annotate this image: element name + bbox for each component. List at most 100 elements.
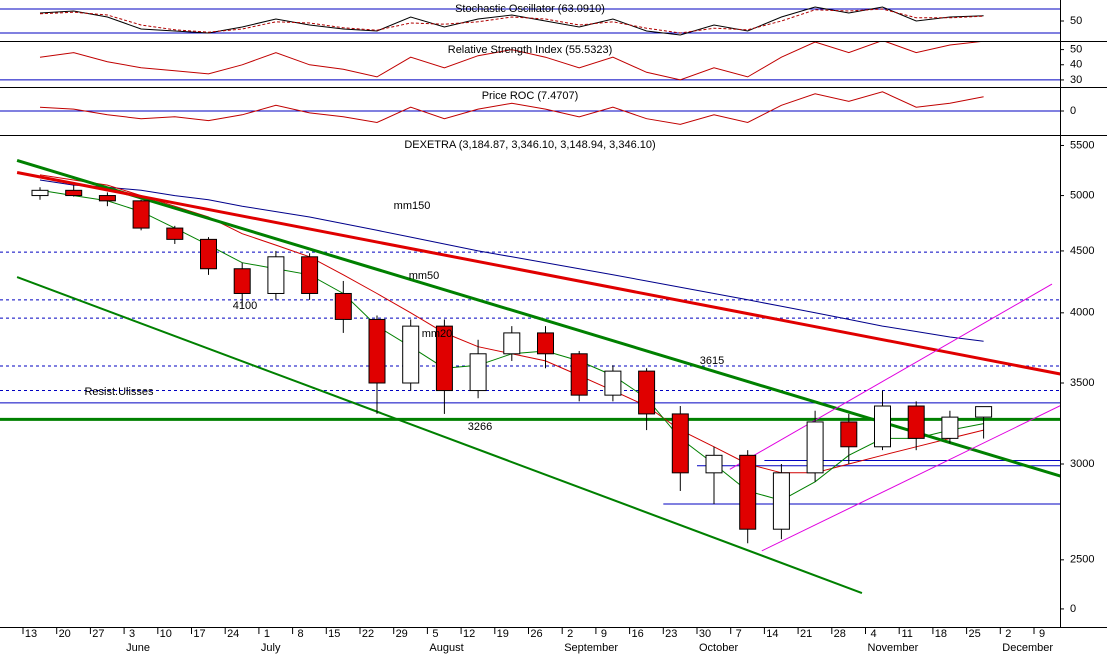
level-label: 3615 — [700, 355, 724, 367]
month-label: July — [261, 642, 281, 654]
x-tick-label: 13 — [25, 628, 37, 640]
candle-body — [435, 325, 453, 392]
x-tick-label: 8 — [298, 628, 304, 640]
trendline — [761, 405, 1060, 552]
x-tick-label: 18 — [935, 628, 947, 640]
x-tick-label: 12 — [463, 628, 475, 640]
candle-body — [874, 405, 891, 448]
trendline — [16, 276, 863, 594]
x-tick-label: 9 — [1039, 628, 1045, 640]
candle-body — [233, 268, 251, 294]
stochastic-panel — [0, 6, 1060, 36]
y-tick-label: 30 — [1070, 74, 1082, 86]
x-tick-label: 4 — [870, 628, 876, 640]
x-tick-label: 19 — [497, 628, 509, 640]
candle-body — [301, 256, 319, 294]
month-label: September — [564, 642, 618, 654]
x-tick-label: 14 — [766, 628, 778, 640]
candle-body — [402, 325, 420, 384]
x-tick-label: 10 — [160, 628, 172, 640]
candle-body — [334, 292, 352, 320]
trendline — [16, 159, 1060, 478]
y-tick-label: 0 — [1070, 105, 1076, 117]
trendline — [16, 171, 1060, 376]
level-label: 4100 — [233, 300, 257, 312]
y-tick-label: 5500 — [1070, 139, 1094, 151]
candle-body — [806, 421, 824, 474]
candle-body — [98, 195, 116, 202]
month-label: December — [1002, 642, 1053, 654]
panel-title: Price ROC (7.4707) — [482, 90, 579, 102]
indicator-line — [39, 8, 984, 34]
moving-average — [39, 179, 984, 342]
x-tick-label: 17 — [193, 628, 205, 640]
x-tick-label: 7 — [736, 628, 742, 640]
rsi-panel — [0, 42, 1060, 81]
candle-body — [739, 454, 757, 530]
x-tick-label: 15 — [328, 628, 340, 640]
candle-body — [941, 416, 959, 439]
month-label: November — [868, 642, 919, 654]
indicator-line — [39, 91, 984, 125]
price-panel — [0, 159, 1060, 594]
x-tick-label: 2 — [567, 628, 573, 640]
y-tick-label: 50 — [1070, 43, 1082, 55]
candle-body — [469, 353, 487, 392]
x-tick-label: 9 — [601, 628, 607, 640]
candle-body — [671, 413, 689, 474]
y-tick-label: 4500 — [1070, 245, 1094, 257]
y-tick-label: 40 — [1070, 59, 1082, 71]
x-tick-label: 11 — [901, 628, 912, 640]
x-tick-label: 25 — [968, 628, 980, 640]
candle-body — [31, 189, 49, 197]
level-label: Resist.Ulisses — [84, 386, 154, 398]
panel-title: DEXETRA (3,184.87, 3,346.10, 3,148.94, 3… — [404, 139, 655, 151]
x-tick-label: 21 — [800, 628, 812, 640]
candle-body — [65, 189, 83, 197]
indicator-line — [39, 42, 981, 81]
x-tick-label: 3 — [129, 628, 135, 640]
overlay-label: mm20 — [422, 328, 453, 340]
y-tick-label: 50 — [1070, 15, 1082, 27]
month-label: June — [126, 642, 150, 654]
level-label: 3266 — [468, 421, 492, 433]
candle-body — [907, 405, 925, 439]
x-tick-label: 29 — [396, 628, 408, 640]
y-tick-label: 4000 — [1070, 307, 1094, 319]
candle-body — [840, 421, 858, 448]
x-tick-label: 1 — [264, 628, 270, 640]
month-label: August — [429, 642, 463, 654]
candle-body — [200, 238, 217, 270]
candle-body — [503, 332, 521, 355]
y-tick-label: 3500 — [1070, 377, 1094, 389]
candle-body — [368, 318, 386, 384]
x-tick-label: 27 — [92, 628, 104, 640]
trendline — [729, 283, 1053, 470]
candle-body — [537, 332, 554, 355]
y-tick-label: 3000 — [1070, 458, 1094, 470]
x-tick-label: 23 — [665, 628, 677, 640]
panel-title: Relative Strength Index (55.5323) — [448, 44, 613, 56]
x-tick-label: 16 — [631, 628, 643, 640]
candle-body — [705, 454, 723, 474]
overlay-label: mm150 — [394, 200, 431, 212]
overlay-label: mm50 — [409, 270, 440, 282]
candle-body — [772, 472, 790, 530]
x-tick-label: 26 — [530, 628, 542, 640]
x-tick-label: 5 — [432, 628, 438, 640]
x-tick-label: 24 — [227, 628, 239, 640]
candle-body — [604, 370, 622, 396]
x-tick-label: 20 — [59, 628, 71, 640]
candle-body — [166, 227, 184, 240]
y-tick-label: 0 — [1070, 603, 1076, 615]
candle-body — [267, 256, 285, 294]
y-tick-label: 2500 — [1070, 554, 1094, 566]
y-tick-label: 5000 — [1070, 189, 1094, 201]
x-tick-label: 2 — [1005, 628, 1011, 640]
indicator-line — [39, 6, 984, 36]
candle-body — [638, 370, 656, 415]
